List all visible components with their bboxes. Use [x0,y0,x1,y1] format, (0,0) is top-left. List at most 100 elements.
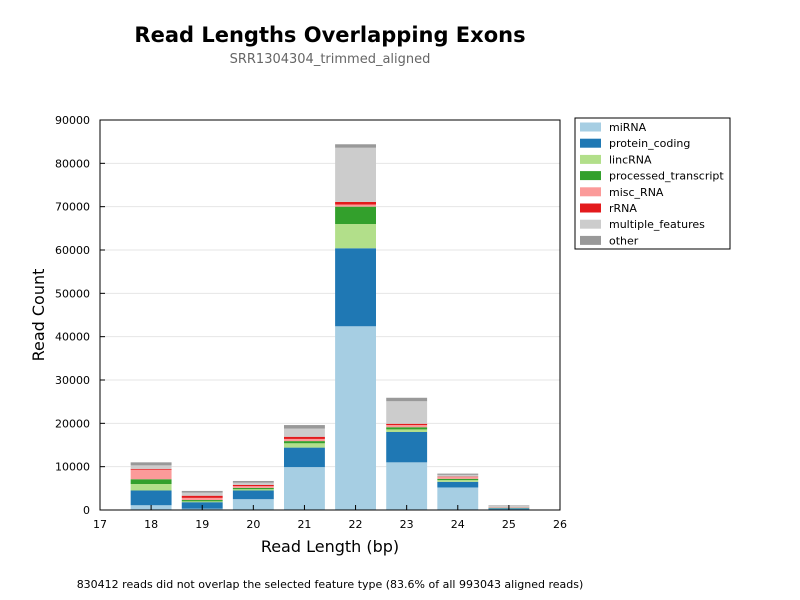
bar-miRNA-20 [232,499,274,510]
bar-multiple-features-21 [284,428,325,437]
y-tick-label: 60000 [55,244,90,257]
bar-rRNA-23 [386,423,428,426]
y-tick-label: 40000 [55,331,90,344]
bar-miRNA-21 [284,467,325,510]
bar-rRNA-22 [335,201,376,205]
bar-multiple-features-23 [386,401,428,424]
bar-misc-RNA-24 [437,477,479,479]
legend-label-multiple-features: multiple_features [609,218,705,231]
bar-other-21 [284,425,325,429]
bar-misc-RNA-21 [284,438,325,442]
gridlines [100,162,560,468]
bar-lincRNA-21 [284,443,325,448]
x-axis-label: Read Length (bp) [261,537,399,556]
y-axis-label: Read Count [29,269,48,362]
footnote: 830412 reads did not overlap the selecte… [77,578,584,591]
bar-misc-RNA-19 [181,497,223,501]
bar-processed-transcript-21 [284,441,325,444]
legend-label-rRNA: rRNA [609,202,637,215]
legend-label-other: other [609,234,639,247]
plot-frame [99,119,561,511]
legend-swatch-lincRNA [580,154,601,164]
bar-rRNA-20 [232,484,274,487]
x-tick-label: 18 [144,518,158,531]
x-tick-label: 25 [502,518,516,531]
bar-other-20 [232,480,274,483]
bar-other-18 [130,462,172,466]
legend: miRNA protein_coding lincRNA processed_tran… [574,117,731,250]
bars [130,144,530,510]
y-tick-label: 90000 [55,114,90,127]
bar-misc-RNA-22 [335,204,376,207]
x-tick-label: 24 [451,518,465,531]
bar-processed-transcript-22 [335,206,376,224]
x-tick-label: 23 [400,518,414,531]
x-axis-ticks: 17 18 19 20 21 22 23 24 25 26 [93,505,567,531]
y-tick-label: 30000 [55,374,90,387]
chart-title: Read Lengths Overlapping Exons [134,23,525,47]
legend-label-processed-transcript: processed_transcript [609,170,724,183]
x-tick-label: 26 [553,518,567,531]
bar-lincRNA-19 [181,501,223,503]
bar-miRNA-23 [386,462,428,510]
bar-lincRNA-24 [437,480,479,482]
bar-protein-coding-18 [130,490,172,506]
bar-lincRNA-23 [386,429,428,432]
bar-protein-coding-20 [232,490,274,500]
bar-protein-coding-21 [284,447,325,468]
legend-swatch-processed-transcript [580,171,601,181]
x-tick-label: 17 [93,518,107,531]
x-tick-label: 20 [246,518,260,531]
x-tick-label: 21 [297,518,311,531]
bar-other-22 [335,144,376,148]
bar-multiple-features-22 [335,147,376,202]
y-tick-label: 50000 [55,287,90,300]
bar-multiple-features-20 [232,482,274,485]
y-tick-label: 80000 [55,157,90,170]
bar-processed-transcript-20 [232,487,274,490]
legend-label-misc-RNA: misc_RNA [609,186,664,199]
y-tick-label: 10000 [55,461,90,474]
bar-rRNA-18 [130,468,172,470]
legend-swatch-miRNA [580,122,601,132]
y-tick-label: 70000 [55,201,90,214]
bar-lincRNA-20 [232,489,274,491]
legend-label-lincRNA: lincRNA [609,153,652,166]
bar-lincRNA-22 [335,224,376,249]
y-tick-label: 0 [83,504,90,517]
bar-other-24 [437,473,479,475]
bar-lincRNA-18 [130,484,172,491]
x-tick-label: 19 [195,518,209,531]
bar-rRNA-21 [284,436,325,439]
bar-processed-transcript-18 [130,479,172,484]
y-axis-ticks: 0 10000 20000 30000 40000 50000 60000 70000 8000… [55,114,105,517]
bar-protein-coding-24 [437,481,479,488]
bar-protein-coding-22 [335,248,376,327]
bar-miRNA-24 [437,487,479,510]
legend-swatch-protein-coding [580,138,601,148]
chart-subtitle: SRR1304304_trimmed_aligned [230,52,431,67]
bar-processed-transcript-19 [181,500,223,502]
bar-other-19 [181,490,223,493]
legend-label-protein-coding: protein_coding [609,137,690,150]
legend-swatch-misc-RNA [580,187,601,197]
bar-protein-coding-23 [386,432,428,463]
x-tick-label: 22 [349,518,363,531]
bar-misc-RNA-23 [386,425,428,428]
bar-processed-transcript-23 [386,427,428,430]
y-tick-label: 20000 [55,417,90,430]
legend-swatch-other [580,235,601,245]
legend-swatch-rRNA [580,203,601,213]
bar-miRNA-22 [335,326,376,510]
bar-misc-RNA-18 [130,469,172,480]
bar-misc-RNA-20 [232,486,274,488]
bar-other-23 [386,397,428,402]
legend-swatch-multiple-features [580,219,601,229]
bar-multiple-features-18 [130,465,172,469]
bar-rRNA-19 [181,495,223,498]
bar-processed-transcript-24 [437,478,479,481]
bar-multiple-features-24 [437,474,479,477]
legend-label-miRNA: miRNA [609,121,647,134]
bar-multiple-features-19 [181,492,223,496]
